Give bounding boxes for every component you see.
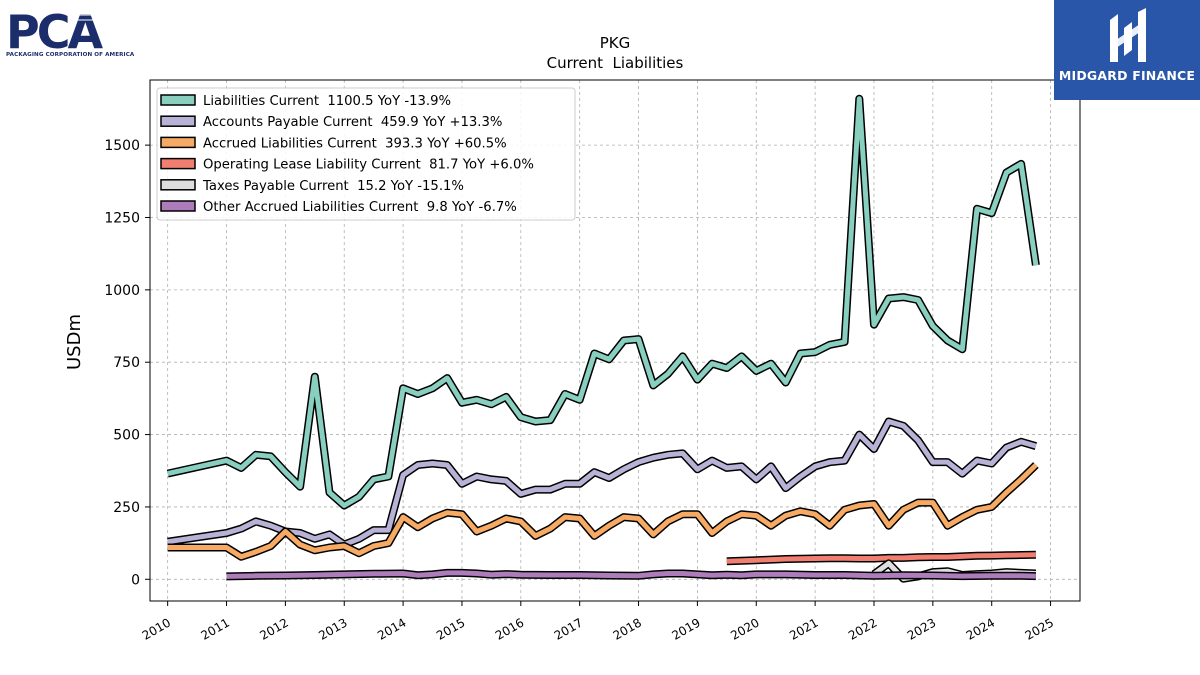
y-tick-label: 0 bbox=[131, 572, 140, 588]
y-tick-label: 1000 bbox=[104, 283, 140, 299]
x-tick-label: 2015 bbox=[434, 615, 467, 642]
chart-title: PKG bbox=[600, 34, 631, 52]
x-tick-label: 2019 bbox=[669, 615, 702, 642]
x-tick-label: 2018 bbox=[611, 615, 644, 642]
y-tick-label: 750 bbox=[113, 355, 140, 371]
midgard-logo-text: MIDGARD FINANCE bbox=[1058, 68, 1196, 83]
x-tick-label: 2024 bbox=[964, 615, 997, 642]
y-tick-label: 500 bbox=[113, 428, 140, 444]
pca-logo-subtext: PACKAGING CORPORATION OF AMERICA bbox=[6, 52, 135, 58]
y-tick-label: 1500 bbox=[104, 138, 140, 154]
pca-logo: PCA PACKAGING CORPORATION OF AMERICA bbox=[6, 5, 135, 64]
grid-lines bbox=[150, 80, 1080, 601]
x-tick-label: 2011 bbox=[199, 615, 232, 642]
series-other-accrued-liabilities-current bbox=[226, 568, 1036, 581]
chart-subtitle: Current Liabilities bbox=[547, 54, 684, 72]
legend-swatch bbox=[160, 157, 196, 170]
x-tick-label: 2016 bbox=[493, 615, 526, 642]
midgard-finance-logo: MIDGARD FINANCE bbox=[1054, 0, 1200, 100]
series-liabilities-current bbox=[166, 94, 1040, 510]
legend: Liabilities Current 1100.5 YoY -13.9% Acc… bbox=[156, 87, 576, 221]
legend-swatch bbox=[160, 115, 196, 127]
x-tick-label: 2010 bbox=[140, 615, 173, 642]
legend-label: Taxes Payable Current 15.2 YoY -15.1% bbox=[202, 179, 464, 194]
series-line bbox=[726, 552, 1036, 564]
series-accounts-payable-current bbox=[167, 417, 1038, 549]
x-tick-label: 2021 bbox=[787, 615, 820, 642]
x-tick-label: 2017 bbox=[552, 615, 585, 642]
midgard-logo-mark bbox=[1110, 8, 1146, 62]
legend-label: Other Accrued Liabilities Current 9.8 Yo… bbox=[203, 200, 517, 215]
series-line bbox=[226, 570, 1036, 579]
legend-swatch bbox=[160, 200, 196, 212]
plot-frame bbox=[149, 79, 1081, 602]
y-tick-label: 250 bbox=[113, 500, 140, 516]
legend-label: Accounts Payable Current 459.9 YoY +13.3… bbox=[203, 115, 502, 130]
legend-box bbox=[156, 87, 576, 221]
x-tick-label: 2023 bbox=[905, 615, 938, 642]
series-layer bbox=[166, 94, 1040, 583]
legend-label: Liabilities Current 1100.5 YoY -13.9% bbox=[203, 94, 451, 109]
series-line bbox=[167, 419, 1037, 548]
series-operating-lease-liability-current bbox=[726, 550, 1036, 566]
x-tick-label: 2013 bbox=[316, 615, 349, 642]
legend-label: Accrued Liabilities Current 393.3 YoY +6… bbox=[203, 136, 507, 151]
x-tick-label: 2014 bbox=[375, 615, 408, 642]
pca-logo-letters: PCA bbox=[6, 6, 103, 52]
series-line bbox=[167, 463, 1038, 560]
y-axis-label: USDm bbox=[64, 314, 85, 370]
pca-logo-mark: PCA bbox=[6, 5, 116, 59]
legend-swatch bbox=[160, 136, 196, 149]
y-tick-label: 1250 bbox=[104, 210, 140, 226]
series-accrued-liabilities-current bbox=[167, 462, 1039, 561]
legend-swatch bbox=[160, 94, 196, 106]
series-line bbox=[167, 96, 1039, 508]
x-tick-label: 2020 bbox=[728, 615, 761, 642]
legend-label: Operating Lease Liability Current 81.7 Y… bbox=[203, 158, 534, 173]
legend-swatch bbox=[160, 179, 196, 191]
x-tick-label: 2012 bbox=[257, 615, 290, 642]
x-tick-label: 2025 bbox=[1023, 615, 1056, 642]
x-tick-label: 2022 bbox=[846, 615, 879, 642]
